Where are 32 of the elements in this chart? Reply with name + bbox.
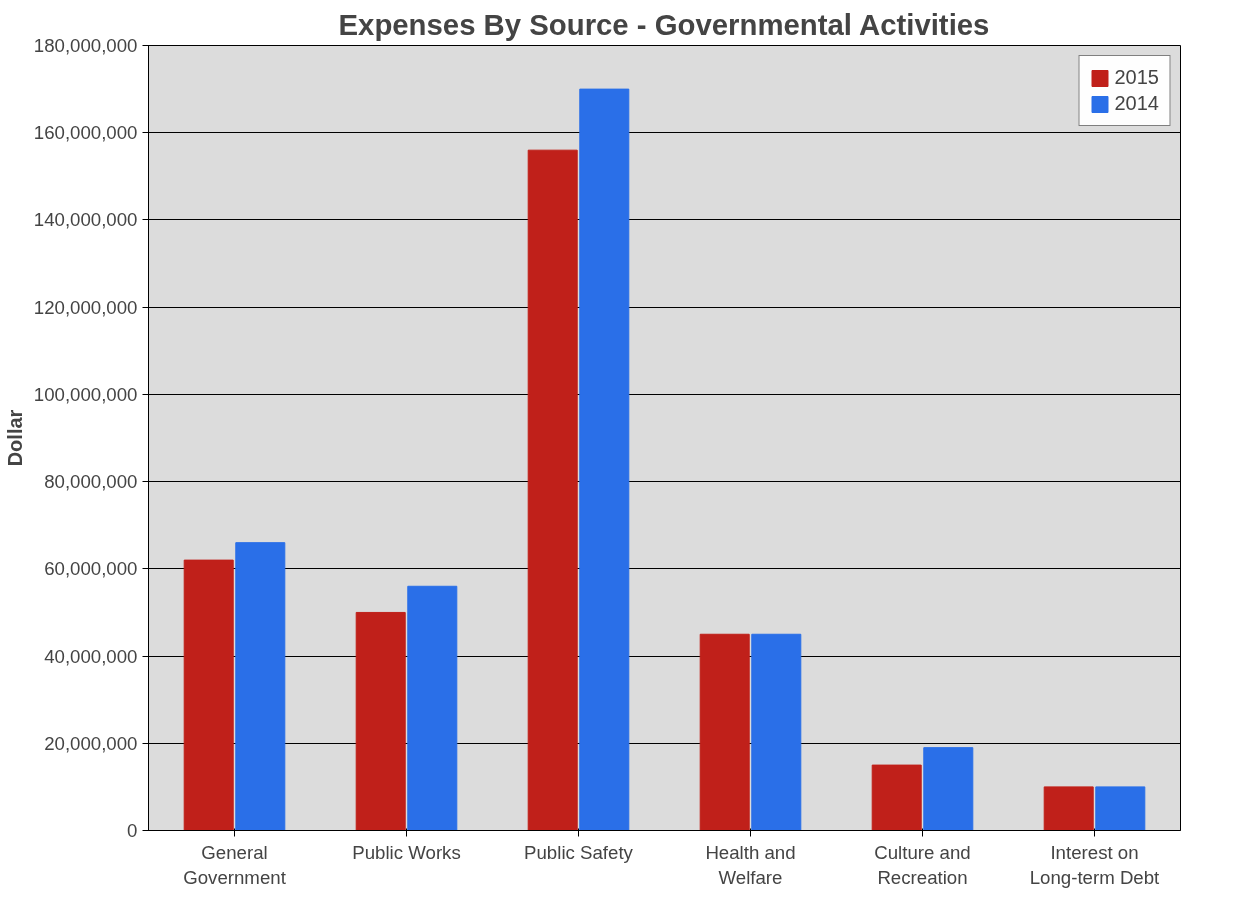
x-tick-label: Public Safety: [524, 841, 634, 863]
y-tick-label: 40,000,000: [44, 645, 138, 667]
y-tick-label: 80,000,000: [44, 471, 138, 493]
x-tick-label: Public Works: [352, 841, 461, 863]
y-tick-label: 20,000,000: [44, 732, 138, 754]
bar: [699, 633, 750, 831]
y-tick-label: 160,000,000: [33, 122, 138, 144]
bar: [235, 542, 286, 831]
y-tick-label: 0: [127, 820, 138, 841]
bar: [871, 764, 922, 831]
bar: [527, 149, 578, 831]
bar: [1043, 786, 1094, 831]
x-tick-label: Culture and Recreation: [874, 841, 971, 888]
x-tick-label: Health and Welfare: [705, 841, 796, 888]
y-tick-label: 120,000,000: [33, 296, 138, 318]
bar: [183, 559, 234, 831]
bar: [579, 88, 630, 831]
bar: [355, 611, 406, 831]
bar: [751, 633, 802, 831]
y-tick-label: 140,000,000: [33, 209, 138, 231]
legend-label: 2015: [1114, 66, 1159, 89]
chart-title: Expenses By Source - Governmental Activities: [338, 7, 990, 41]
y-tick-label: 100,000,000: [33, 383, 138, 405]
bar: [923, 747, 974, 831]
x-tick-label: Interest on Long-term Debt: [1029, 841, 1161, 888]
y-tick-label: 180,000,000: [33, 35, 138, 56]
legend-label: 2014: [1114, 92, 1159, 115]
y-tick-label: 60,000,000: [44, 558, 138, 580]
x-tick-label: General Government: [183, 841, 287, 888]
bar: [1095, 786, 1146, 831]
y-axis-title: Dollar: [3, 409, 26, 467]
bar: [407, 585, 458, 831]
